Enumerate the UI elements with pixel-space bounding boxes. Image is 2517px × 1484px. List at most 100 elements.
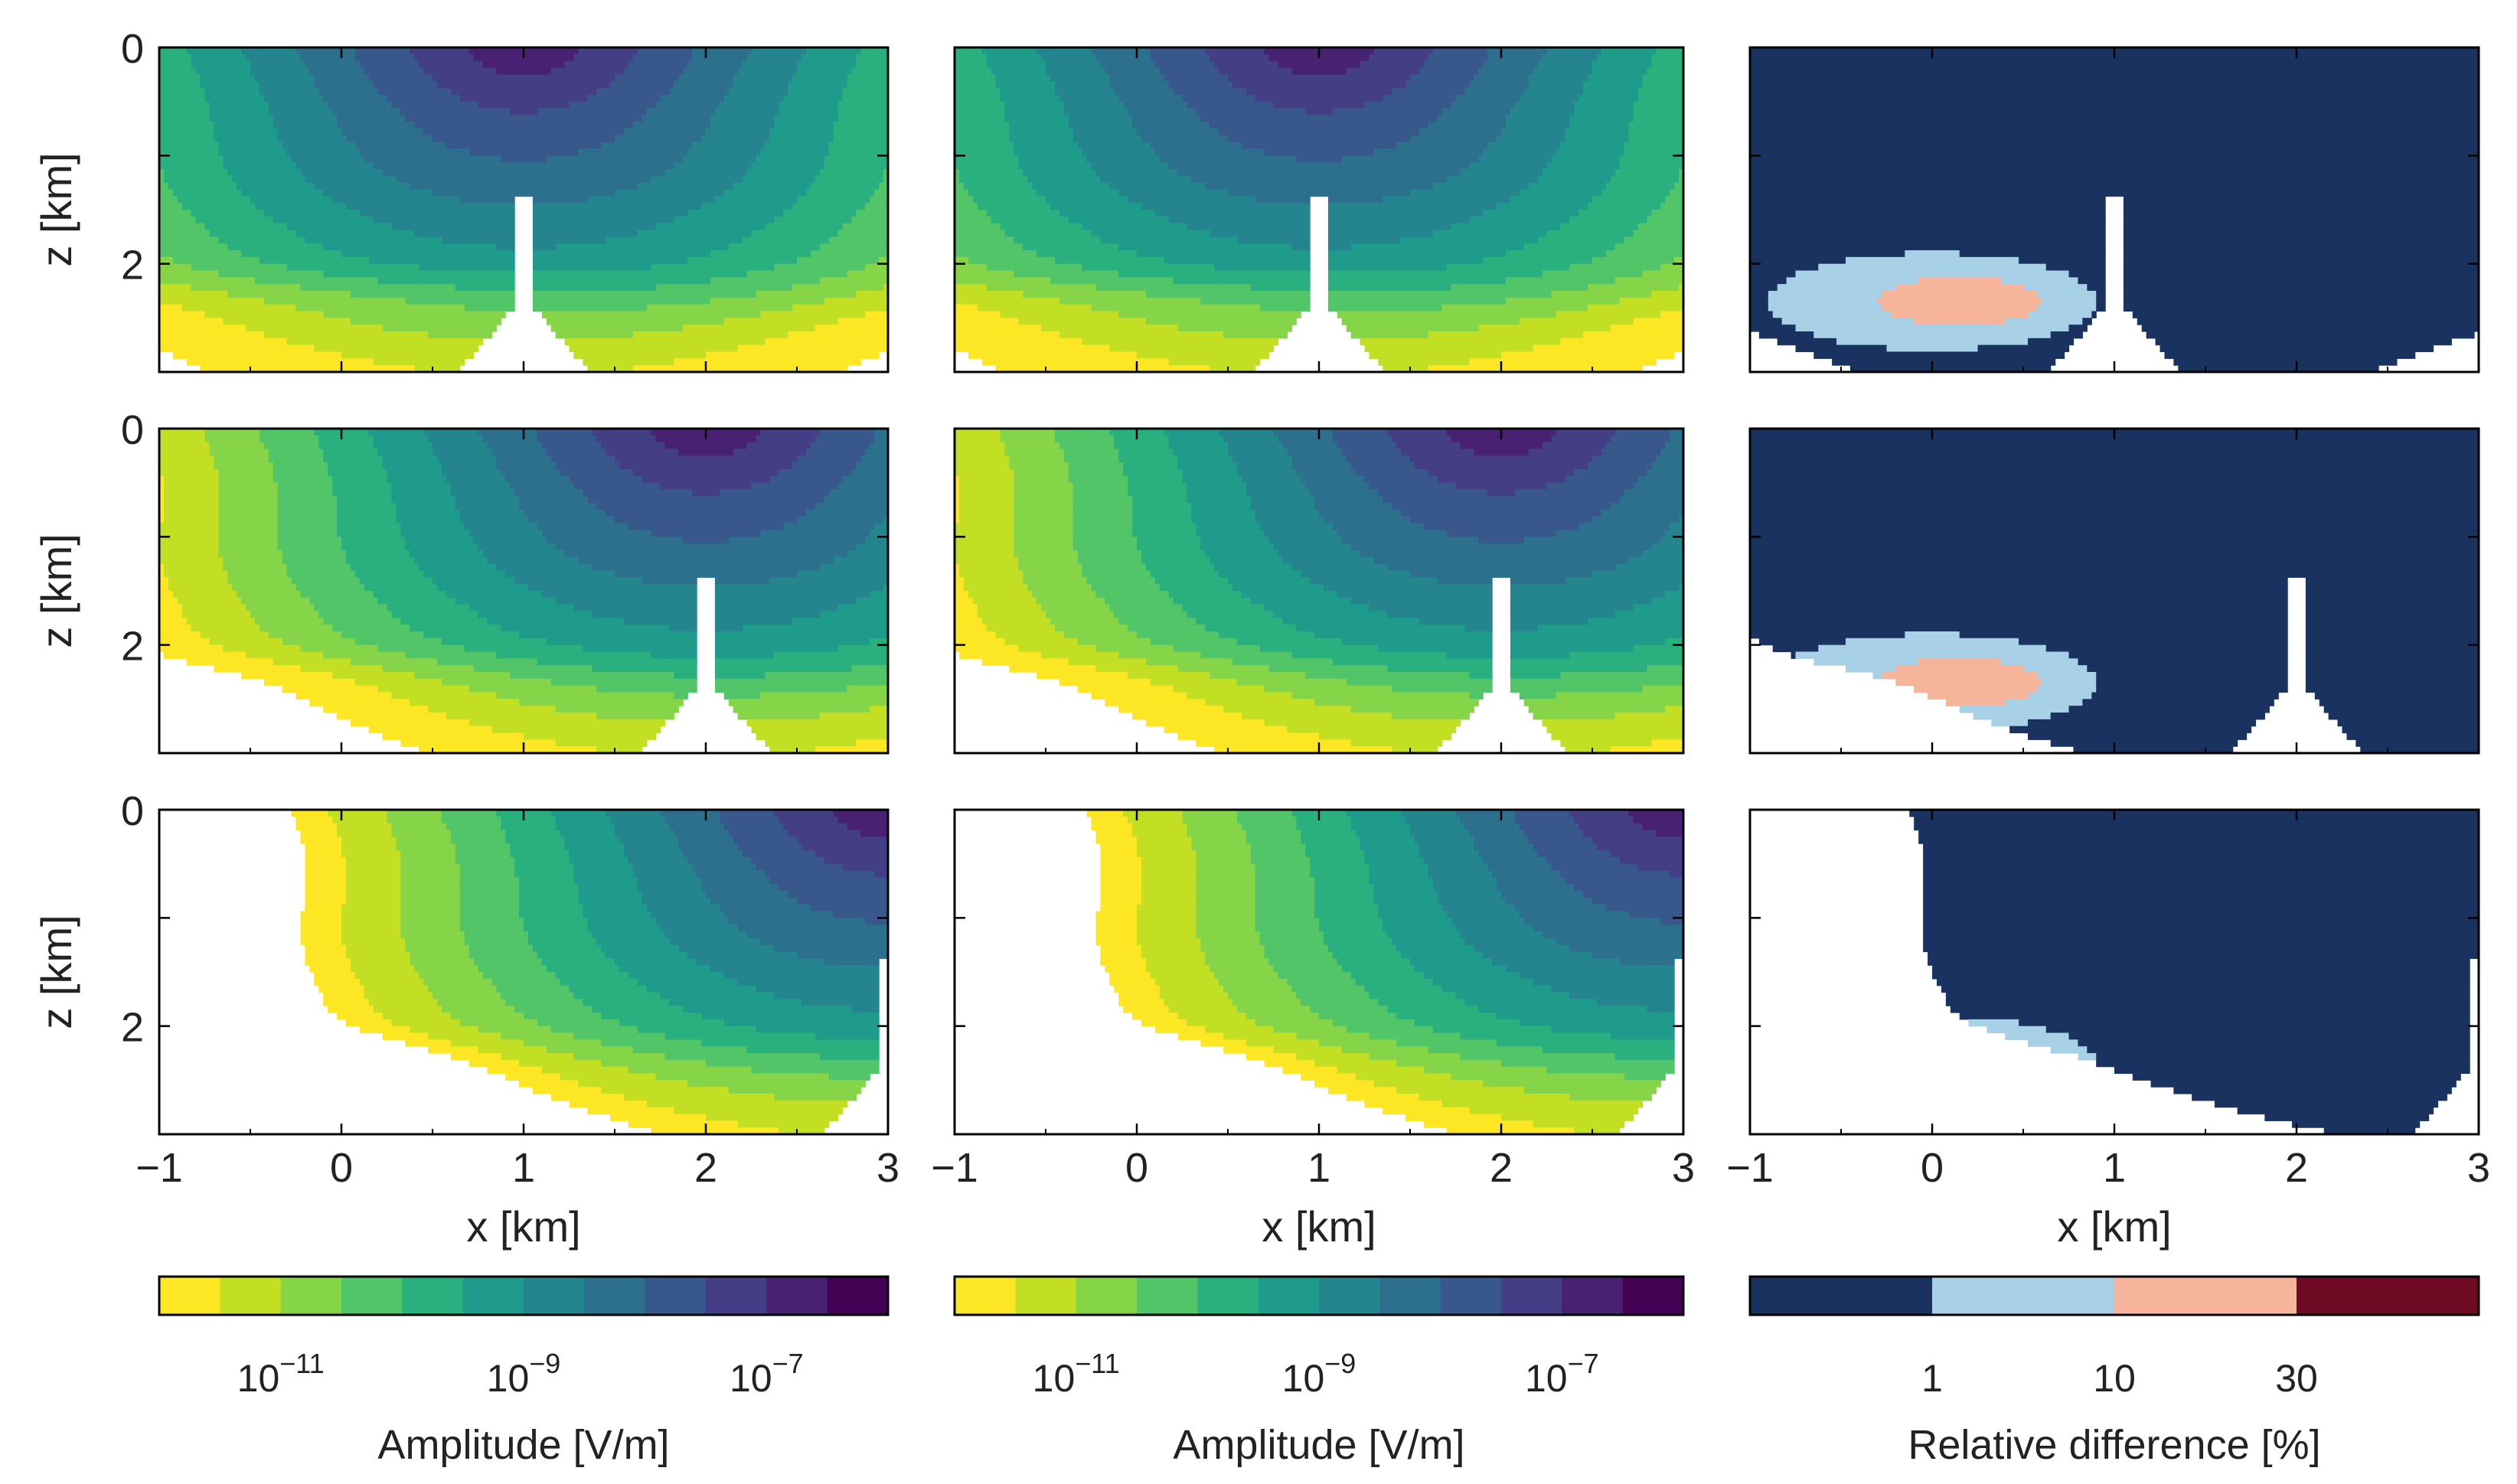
colorbar-swatch [280,1277,342,1315]
colorbar-3: 1 10 30 Relative difference [%] [1748,1275,2480,1468]
panel-r1-c1: 0 2 z [km] [32,26,890,373]
field-image [1086,810,1683,1134]
colorbar-1: 10−11 10−9 10−7 Amplitude [V/m] [158,1275,890,1468]
colorbar-swatch [1932,1277,2115,1315]
colorbar-tick-label: 30 [2275,1357,2318,1400]
colorbar-swatch [524,1277,585,1315]
colorbar-swatch [2297,1277,2479,1315]
colorbar-swatch [766,1277,828,1315]
field-image [1750,429,2479,753]
panel-r1-c3 [1748,46,2480,373]
z-axis-label: z [km] [32,915,80,1029]
field-image [291,810,888,1134]
colorbar-label: Amplitude [V/m] [377,1422,669,1468]
axis-ticks [1748,808,2480,1136]
axis-ticks [953,46,1685,373]
colorbar-swatch [220,1277,282,1315]
colorbar-swatch [955,1277,1016,1315]
colorbar-swatch [1501,1277,1562,1315]
x-tick-label: 1 [1307,1145,1330,1191]
colorbar-tick-label: 10−9 [487,1348,561,1400]
z-tick-label: 0 [121,788,144,834]
z-tick-label: 2 [121,243,144,289]
colorbar-tick-label: 10−9 [1282,1348,1356,1400]
colorbar-tick-label: 10−7 [730,1348,804,1400]
colorbar-swatch [1137,1277,1198,1315]
colorbar-swatch [1440,1277,1502,1315]
axis-ticks [1748,427,2480,755]
x-tick-label: 2 [2285,1145,2308,1191]
panel-r3-c3: −1 0 1 2 3 x [km] [1726,808,2490,1251]
colorbar-swatch [462,1277,524,1315]
x-tick-label: 3 [877,1145,899,1191]
panel-r2-c1: 0 2 z [km] [32,407,890,755]
colorbar-swatch [1015,1277,1077,1315]
colorbar-swatch [402,1277,464,1315]
colorbar-swatch [706,1277,767,1315]
colorbar-swatch [584,1277,646,1315]
axis-ticks [158,46,890,373]
axis-ticks [953,427,1685,755]
colorbar-swatch [2114,1277,2297,1315]
panel-r2-c3 [1748,427,2480,755]
x-tick-label: 0 [1921,1145,1944,1191]
z-tick-label: 0 [121,407,144,453]
x-tick-label: 3 [2467,1145,2490,1191]
x-tick-label: 0 [1125,1145,1148,1191]
colorbar-swatch [645,1277,707,1315]
panel-grid: 0 2 z [km] 0 2 z [km] 0 2 z [km] −1 0 1 2 3 x [km] −1 0 1… [32,26,2490,1251]
axis-ticks [1748,46,2480,373]
x-axis-label: x [km] [1262,1202,1376,1251]
colorbar-swatch [1750,1277,1933,1315]
x-tick-label: 1 [512,1145,535,1191]
x-tick-label: −1 [1726,1145,1774,1191]
colorbar-tick-label: 1 [1921,1357,1943,1400]
x-tick-label: 1 [2103,1145,2126,1191]
colorbar-tick-label: 10 [2093,1357,2136,1400]
axis-ticks [158,808,890,1136]
colorbar-swatch [1076,1277,1138,1315]
panel-r3-c2: −1 0 1 2 3 x [km] [931,808,1695,1251]
axis-ticks [953,808,1685,1136]
colorbar-tick-label: 10−7 [1525,1348,1599,1400]
colorbar-swatch [827,1277,889,1315]
colorbar-swatch [1258,1277,1320,1315]
z-tick-label: 2 [121,1005,144,1051]
field-image [955,47,1683,372]
x-axis-label: x [km] [2057,1202,2171,1251]
field-image [955,429,1683,753]
panel-r2-c2 [953,427,1685,755]
z-tick-label: 0 [121,26,144,72]
z-tick-label: 2 [121,624,144,670]
axis-ticks [158,427,890,755]
colorbar-label: Amplitude [V/m] [1173,1422,1464,1468]
colorbar-label: Relative difference [%] [1908,1422,2320,1468]
colorbar-swatch [1379,1277,1441,1315]
colorbar-swatch [1197,1277,1259,1315]
colorbar-2: 10−11 10−9 10−7 Amplitude [V/m] [953,1275,1685,1468]
z-axis-label: z [km] [32,533,80,647]
x-tick-label: −1 [931,1145,978,1191]
x-tick-label: 3 [1672,1145,1695,1191]
colorbar-tick-label: 10−11 [237,1348,325,1400]
colorbar-swatch [159,1277,220,1315]
field-image [1750,47,2479,372]
colorbar-frame [953,1275,1685,1316]
z-axis-label: z [km] [32,152,80,266]
colorbar-tick-label: 10−11 [1033,1348,1120,1400]
colorbar-swatch [1562,1277,1624,1315]
colorbar-swatch [1319,1277,1380,1315]
panel-r1-c2 [953,46,1685,373]
x-tick-label: 2 [1490,1145,1513,1191]
x-tick-label: 2 [694,1145,717,1191]
field-image [1909,810,2479,1134]
panel-r3-c1: 0 2 z [km] −1 0 1 2 3 x [km] [32,788,899,1251]
colorbar-frame [1748,1275,2480,1316]
colorbar-swatch [1622,1277,1684,1315]
x-axis-label: x [km] [466,1202,580,1251]
colorbar-frame [158,1275,890,1316]
x-tick-label: −1 [135,1145,183,1191]
x-tick-label: 0 [330,1145,353,1191]
